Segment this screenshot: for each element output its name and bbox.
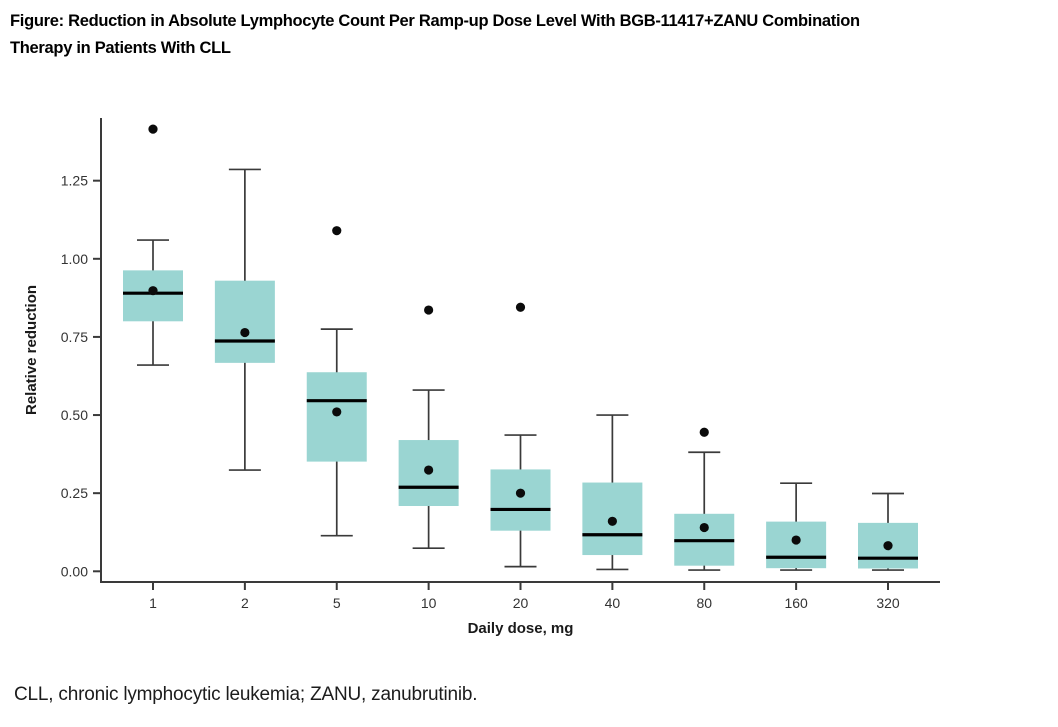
- svg-text:10: 10: [421, 595, 437, 611]
- svg-text:Relative reduction: Relative reduction: [23, 285, 40, 415]
- svg-text:0.75: 0.75: [61, 329, 88, 345]
- svg-text:40: 40: [605, 595, 621, 611]
- svg-text:20: 20: [513, 595, 529, 611]
- svg-text:Daily dose, mg: Daily dose, mg: [468, 620, 574, 637]
- svg-text:80: 80: [696, 595, 712, 611]
- svg-text:160: 160: [784, 595, 808, 611]
- svg-text:1: 1: [149, 595, 157, 611]
- figure-title: Figure: Reduction in Absolute Lymphocyte…: [10, 8, 1052, 62]
- svg-text:2: 2: [241, 595, 249, 611]
- svg-text:0.50: 0.50: [61, 407, 88, 423]
- svg-text:0.00: 0.00: [61, 563, 88, 579]
- figure-title-line1: Figure: Reduction in Absolute Lymphocyte…: [10, 12, 860, 30]
- svg-text:1.00: 1.00: [61, 251, 88, 267]
- figure-title-line2: Therapy in Patients With CLL: [10, 39, 231, 57]
- footnote: CLL, chronic lymphocytic leukemia; ZANU,…: [14, 684, 478, 705]
- svg-text:5: 5: [333, 595, 341, 611]
- svg-text:1.25: 1.25: [61, 173, 88, 189]
- svg-text:320: 320: [876, 595, 900, 611]
- svg-text:0.25: 0.25: [61, 485, 88, 501]
